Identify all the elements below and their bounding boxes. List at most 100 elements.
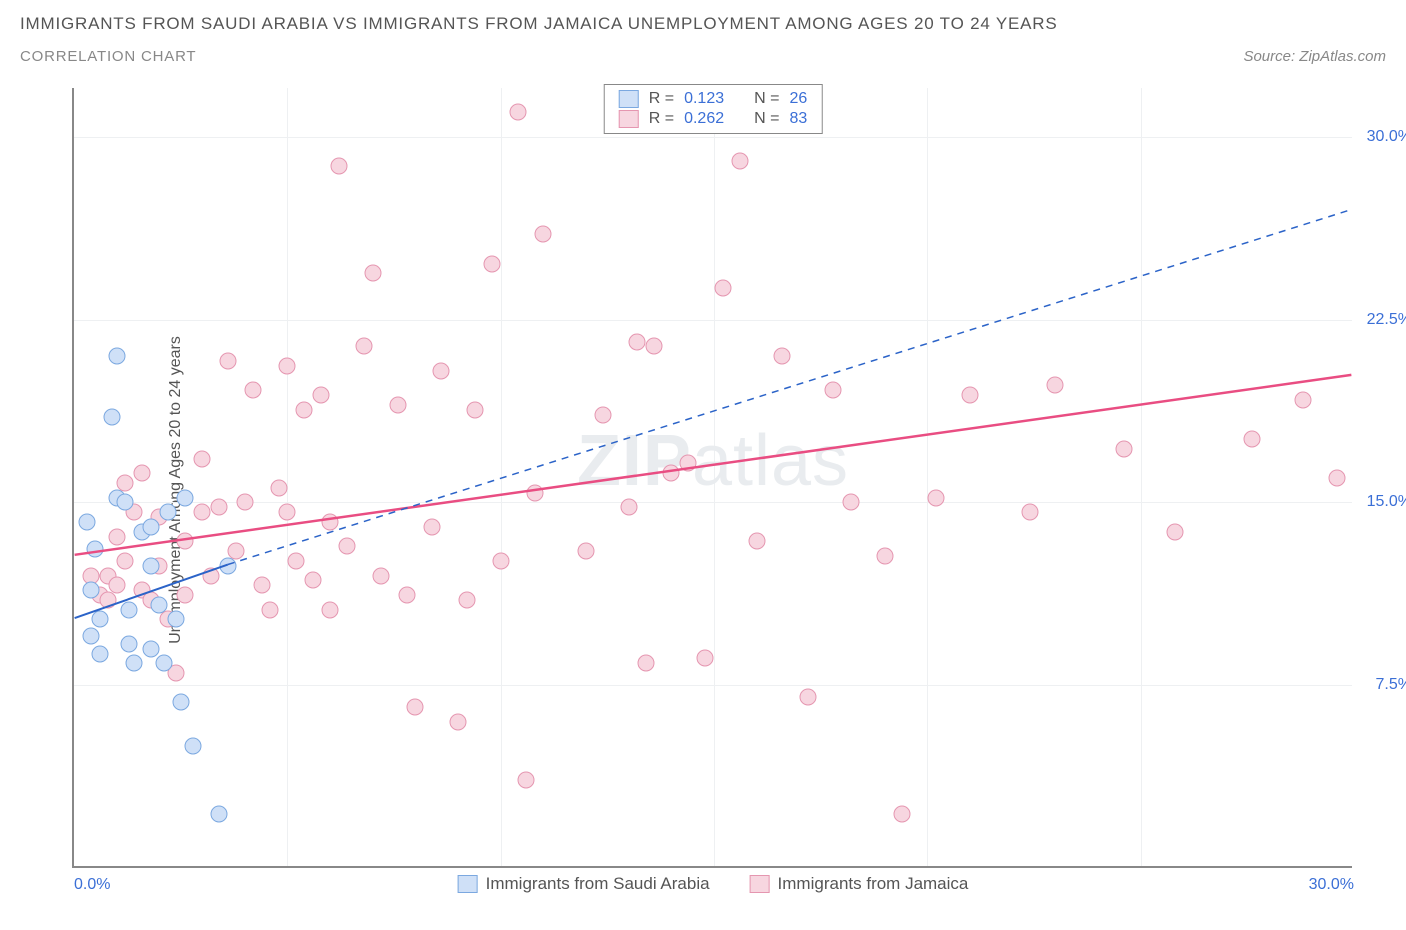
x-tick-label: 0.0% bbox=[74, 876, 110, 894]
data-point-jamaica bbox=[322, 601, 339, 618]
data-point-jamaica bbox=[825, 382, 842, 399]
data-point-saudi bbox=[104, 409, 121, 426]
gridline-h bbox=[74, 685, 1352, 686]
data-point-jamaica bbox=[424, 518, 441, 535]
data-point-saudi bbox=[159, 504, 176, 521]
data-point-saudi bbox=[83, 628, 100, 645]
data-point-jamaica bbox=[714, 279, 731, 296]
data-point-jamaica bbox=[330, 158, 347, 175]
data-point-saudi bbox=[117, 494, 134, 511]
data-point-saudi bbox=[172, 694, 189, 711]
data-point-saudi bbox=[142, 518, 159, 535]
chart-subtitle: CORRELATION CHART bbox=[20, 48, 196, 65]
data-point-jamaica bbox=[194, 504, 211, 521]
data-point-jamaica bbox=[629, 333, 646, 350]
data-point-jamaica bbox=[492, 552, 509, 569]
r-value-saudi: 0.123 bbox=[684, 90, 724, 108]
data-point-jamaica bbox=[390, 396, 407, 413]
plot-area: ZIPatlas R = 0.123 N = 26 R = 0.262 N = … bbox=[72, 88, 1352, 868]
data-point-jamaica bbox=[467, 401, 484, 418]
data-point-jamaica bbox=[637, 655, 654, 672]
x-tick-label: 30.0% bbox=[1309, 876, 1354, 894]
data-point-jamaica bbox=[108, 528, 125, 545]
data-point-saudi bbox=[142, 640, 159, 657]
data-point-jamaica bbox=[245, 382, 262, 399]
series-legend: Immigrants from Saudi Arabia Immigrants … bbox=[458, 874, 969, 894]
data-point-jamaica bbox=[194, 450, 211, 467]
data-point-jamaica bbox=[697, 650, 714, 667]
data-point-jamaica bbox=[680, 455, 697, 472]
data-point-saudi bbox=[91, 645, 108, 662]
data-point-jamaica bbox=[202, 567, 219, 584]
correlation-legend: R = 0.123 N = 26 R = 0.262 N = 83 bbox=[604, 84, 823, 134]
data-point-jamaica bbox=[799, 689, 816, 706]
gridline-v bbox=[927, 88, 928, 866]
data-point-jamaica bbox=[322, 513, 339, 530]
source-attribution: Source: ZipAtlas.com bbox=[1243, 48, 1386, 65]
data-point-saudi bbox=[83, 582, 100, 599]
y-tick-label: 7.5% bbox=[1376, 676, 1406, 694]
data-point-jamaica bbox=[620, 499, 637, 516]
r-value-jamaica: 0.262 bbox=[684, 110, 724, 128]
data-point-saudi bbox=[91, 611, 108, 628]
data-point-jamaica bbox=[296, 401, 313, 418]
data-point-jamaica bbox=[1328, 470, 1345, 487]
gridline-v bbox=[287, 88, 288, 866]
data-point-jamaica bbox=[236, 494, 253, 511]
data-point-jamaica bbox=[279, 357, 296, 374]
data-point-jamaica bbox=[518, 772, 535, 789]
data-point-jamaica bbox=[509, 104, 526, 121]
legend-label-saudi: Immigrants from Saudi Arabia bbox=[486, 874, 710, 894]
data-point-jamaica bbox=[108, 577, 125, 594]
y-tick-label: 30.0% bbox=[1367, 128, 1406, 146]
legend-item-jamaica: Immigrants from Jamaica bbox=[750, 874, 969, 894]
data-point-jamaica bbox=[117, 552, 134, 569]
data-point-jamaica bbox=[1294, 392, 1311, 409]
gridline-h bbox=[74, 502, 1352, 503]
data-point-jamaica bbox=[1047, 377, 1064, 394]
y-tick-label: 22.5% bbox=[1367, 311, 1406, 329]
data-point-jamaica bbox=[313, 387, 330, 404]
data-point-jamaica bbox=[458, 591, 475, 608]
gridline-v bbox=[1141, 88, 1142, 866]
data-point-jamaica bbox=[432, 362, 449, 379]
gridline-v bbox=[714, 88, 715, 866]
data-point-saudi bbox=[219, 557, 236, 574]
gridline-h bbox=[74, 320, 1352, 321]
data-point-jamaica bbox=[1021, 504, 1038, 521]
data-point-jamaica bbox=[339, 538, 356, 555]
data-point-jamaica bbox=[450, 713, 467, 730]
data-point-jamaica bbox=[774, 348, 791, 365]
data-point-saudi bbox=[121, 635, 138, 652]
data-point-jamaica bbox=[876, 548, 893, 565]
data-point-saudi bbox=[176, 489, 193, 506]
legend-swatch-icon bbox=[458, 875, 478, 893]
data-point-jamaica bbox=[535, 226, 552, 243]
watermark: ZIPatlas bbox=[577, 420, 849, 502]
data-point-jamaica bbox=[176, 533, 193, 550]
data-point-jamaica bbox=[364, 265, 381, 282]
legend-row-saudi: R = 0.123 N = 26 bbox=[619, 89, 808, 109]
n-value-saudi: 26 bbox=[789, 90, 807, 108]
gridline-v bbox=[501, 88, 502, 866]
data-point-jamaica bbox=[748, 533, 765, 550]
data-point-saudi bbox=[168, 611, 185, 628]
data-point-jamaica bbox=[262, 601, 279, 618]
data-point-jamaica bbox=[842, 494, 859, 511]
legend-swatch-icon bbox=[750, 875, 770, 893]
legend-item-saudi: Immigrants from Saudi Arabia bbox=[458, 874, 710, 894]
chart-area: Unemployment Among Ages 20 to 24 years Z… bbox=[60, 80, 1390, 900]
data-point-jamaica bbox=[304, 572, 321, 589]
data-point-jamaica bbox=[373, 567, 390, 584]
data-point-jamaica bbox=[1115, 440, 1132, 457]
r-label: R = bbox=[649, 110, 674, 128]
data-point-jamaica bbox=[1166, 523, 1183, 540]
data-point-jamaica bbox=[663, 465, 680, 482]
data-point-jamaica bbox=[100, 591, 117, 608]
legend-swatch-saudi bbox=[619, 90, 639, 108]
chart-title: IMMIGRANTS FROM SAUDI ARABIA VS IMMIGRAN… bbox=[20, 14, 1386, 34]
legend-label-jamaica: Immigrants from Jamaica bbox=[778, 874, 969, 894]
data-point-saudi bbox=[108, 348, 125, 365]
r-label: R = bbox=[649, 90, 674, 108]
data-point-jamaica bbox=[270, 479, 287, 496]
